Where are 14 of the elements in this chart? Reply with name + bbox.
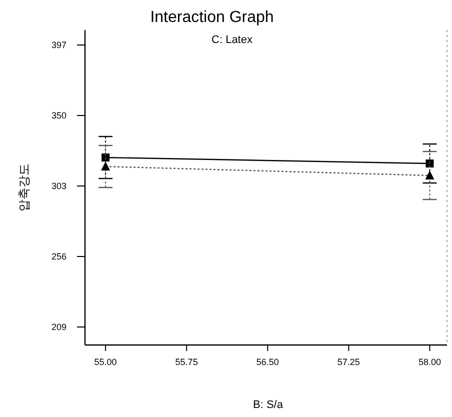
y-axis-title: 압축강도	[17, 164, 31, 212]
x-tick-label: 57.25	[337, 357, 360, 367]
y-tick-label: 256	[51, 252, 67, 262]
chart-subtitle: C: Latex	[212, 34, 253, 46]
x-tick-label: 56.50	[256, 357, 279, 367]
y-tick-label: 209	[51, 322, 67, 332]
x-tick-label: 58.00	[418, 357, 441, 367]
x-tick-label: 55.75	[175, 357, 198, 367]
x-axis-title: B: S/a	[253, 399, 284, 411]
chart-title: Interaction Graph	[150, 9, 274, 26]
y-tick-label: 397	[51, 40, 67, 50]
y-tick-label: 350	[51, 110, 67, 120]
x-tick-label: 55.00	[94, 357, 117, 367]
y-tick-label: 303	[51, 181, 67, 191]
